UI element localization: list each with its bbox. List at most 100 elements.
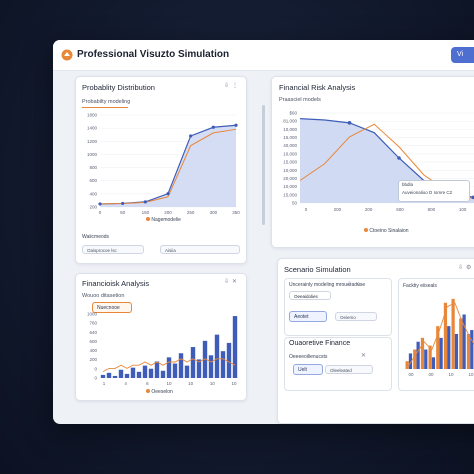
bar-blue bbox=[454, 333, 459, 369]
trend-curve bbox=[408, 302, 474, 366]
bar bbox=[232, 316, 238, 378]
x-tick-label: 200 bbox=[164, 210, 172, 215]
y-tick-label: 81,000 bbox=[283, 119, 297, 124]
close-icon[interactable]: ✕ bbox=[232, 279, 241, 285]
x-tick-label: 150 bbox=[142, 210, 150, 215]
tooltip-title: bbdla bbox=[402, 182, 414, 187]
app-title: Professional Visuzto Simulation bbox=[77, 49, 230, 60]
input-field-1[interactable]: Oaisprocoe lsc bbox=[82, 245, 144, 254]
y-tick-label: 50 bbox=[292, 201, 298, 206]
box-icons[interactable]: ⇩✕ bbox=[347, 281, 363, 288]
bar bbox=[190, 347, 196, 378]
y-tick-label: 200 bbox=[89, 205, 97, 210]
x-tick-label: 10 bbox=[448, 372, 454, 377]
bar bbox=[106, 372, 112, 378]
y-tick-label: 600 bbox=[89, 178, 97, 183]
data-point bbox=[471, 195, 474, 200]
download-icon[interactable]: ⇩ bbox=[347, 282, 356, 288]
bar bbox=[196, 359, 202, 378]
data-point bbox=[166, 192, 170, 196]
bar-orange bbox=[428, 345, 432, 369]
bar bbox=[172, 363, 178, 378]
x-tick-label: 200 bbox=[334, 207, 342, 212]
more-icon[interactable]: ⋮ bbox=[232, 83, 242, 89]
bar bbox=[100, 374, 106, 378]
app-logo-icon bbox=[61, 49, 73, 61]
bar bbox=[226, 342, 232, 378]
download-icon[interactable]: ⇩ bbox=[458, 265, 467, 271]
panel-subtitle: Wouoo ditasetion bbox=[82, 293, 125, 299]
panel-title: Financial Risk Analysis bbox=[279, 83, 356, 92]
y-tick-label: 10,000 bbox=[283, 127, 297, 132]
bar bbox=[208, 355, 214, 378]
filter-chip[interactable]: Nuecnooe bbox=[92, 302, 132, 313]
bar-orange bbox=[436, 326, 440, 369]
chart-tooltip: bbdla Auveionalioo D Iomre C2 bbox=[398, 180, 470, 202]
select-field-2[interactable]: Oleeleated bbox=[325, 365, 373, 374]
bar bbox=[142, 365, 148, 378]
input-field-2[interactable]: Aisiia bbox=[160, 245, 240, 254]
bar bbox=[148, 368, 154, 378]
panel-title: Scenario Simulation bbox=[284, 265, 351, 274]
close-icon[interactable]: ✕ bbox=[361, 353, 370, 359]
data-point bbox=[347, 121, 352, 125]
y-tick-label: 800 bbox=[89, 165, 97, 170]
title-bar: Professional Visuzto Simulation Vi bbox=[53, 40, 474, 71]
scrollbar[interactable] bbox=[262, 105, 265, 225]
data-point bbox=[98, 202, 102, 206]
select-field-1[interactable]: Oeiemo bbox=[335, 312, 377, 321]
box-label: Uncerainly modeling mroueraouse bbox=[289, 282, 366, 288]
download-icon[interactable]: ⇩ bbox=[224, 279, 233, 285]
panel-icons[interactable]: ⇩⋮ bbox=[224, 82, 241, 89]
x-tick-label: 10 bbox=[231, 381, 237, 386]
bar bbox=[166, 357, 172, 378]
risk-chart: $60 81,000 10,000 15,000 40,000 10,000 15,000 1… bbox=[283, 111, 474, 212]
bar-blue bbox=[408, 353, 413, 369]
x-tick-label: 10 bbox=[468, 372, 474, 377]
bar bbox=[118, 369, 124, 378]
panel-icons[interactable]: ⇩⚙⋮ bbox=[458, 264, 474, 271]
x-tick-label: 00 bbox=[428, 372, 434, 377]
scenario-panel: Scenario Simulation ⇩⚙⋮ Uncerainly model… bbox=[277, 258, 474, 424]
bar-blue bbox=[447, 326, 451, 369]
data-point bbox=[234, 123, 238, 127]
y-tick-label: $60 bbox=[289, 111, 297, 116]
bar bbox=[112, 375, 118, 378]
bar-orange bbox=[413, 349, 417, 369]
box-icons[interactable]: ✕ bbox=[361, 352, 369, 359]
legend-dot bbox=[364, 228, 368, 232]
x-tick-label: 300 bbox=[210, 210, 218, 215]
y-tick-label: 400 bbox=[89, 191, 97, 196]
panel-title: Financioisk Analysis bbox=[82, 279, 150, 288]
bar-orange bbox=[466, 333, 471, 369]
bar bbox=[160, 370, 166, 378]
select-chip-1[interactable]: Aeotet bbox=[289, 311, 327, 322]
x-tick-label: 1 bbox=[103, 381, 106, 386]
close-icon[interactable]: ✕ bbox=[355, 282, 364, 288]
app-window: Professional Visuzto Simulation Vi Proba… bbox=[53, 40, 474, 424]
x-tick-label: 50 bbox=[120, 210, 126, 215]
bar bbox=[202, 340, 208, 378]
y-tick-label: 15,000 bbox=[283, 135, 297, 140]
bar bbox=[178, 353, 184, 378]
box-title: Ouaoretive Finance bbox=[289, 340, 351, 347]
bar bbox=[130, 367, 136, 378]
probability-panel: Probablity Distribution ⇩⋮ Probabilty mo… bbox=[75, 76, 247, 264]
download-icon[interactable]: ⇩ bbox=[224, 83, 233, 89]
scenario-box-1: Uncerainly modeling mroueraouse ⇩✕ Oeeai… bbox=[284, 278, 392, 336]
factor-box: Facktiy eiiseals 0000101010 bbox=[398, 278, 474, 391]
section-label: Waiicmeods bbox=[82, 234, 110, 240]
chart-legend: Nagemodelie bbox=[146, 217, 181, 223]
panel-icons[interactable]: ⇩✕ bbox=[224, 278, 240, 285]
y-tick-label: 40,000 bbox=[283, 143, 297, 148]
top-action-button[interactable]: Vi bbox=[451, 47, 474, 63]
settings-icon[interactable]: ⚙ bbox=[466, 265, 474, 271]
legend-dot bbox=[146, 217, 150, 221]
x-tick-label: 0 bbox=[99, 210, 102, 215]
select-chip-2[interactable]: Uelt bbox=[293, 364, 323, 375]
box-value[interactable]: Oeeaidolies bbox=[289, 291, 331, 300]
panel-subtitle: Probabilty modeling bbox=[82, 99, 131, 105]
panel-title: Probablity Distribution bbox=[82, 83, 155, 92]
y-tick-label: 20,000 bbox=[283, 176, 297, 181]
